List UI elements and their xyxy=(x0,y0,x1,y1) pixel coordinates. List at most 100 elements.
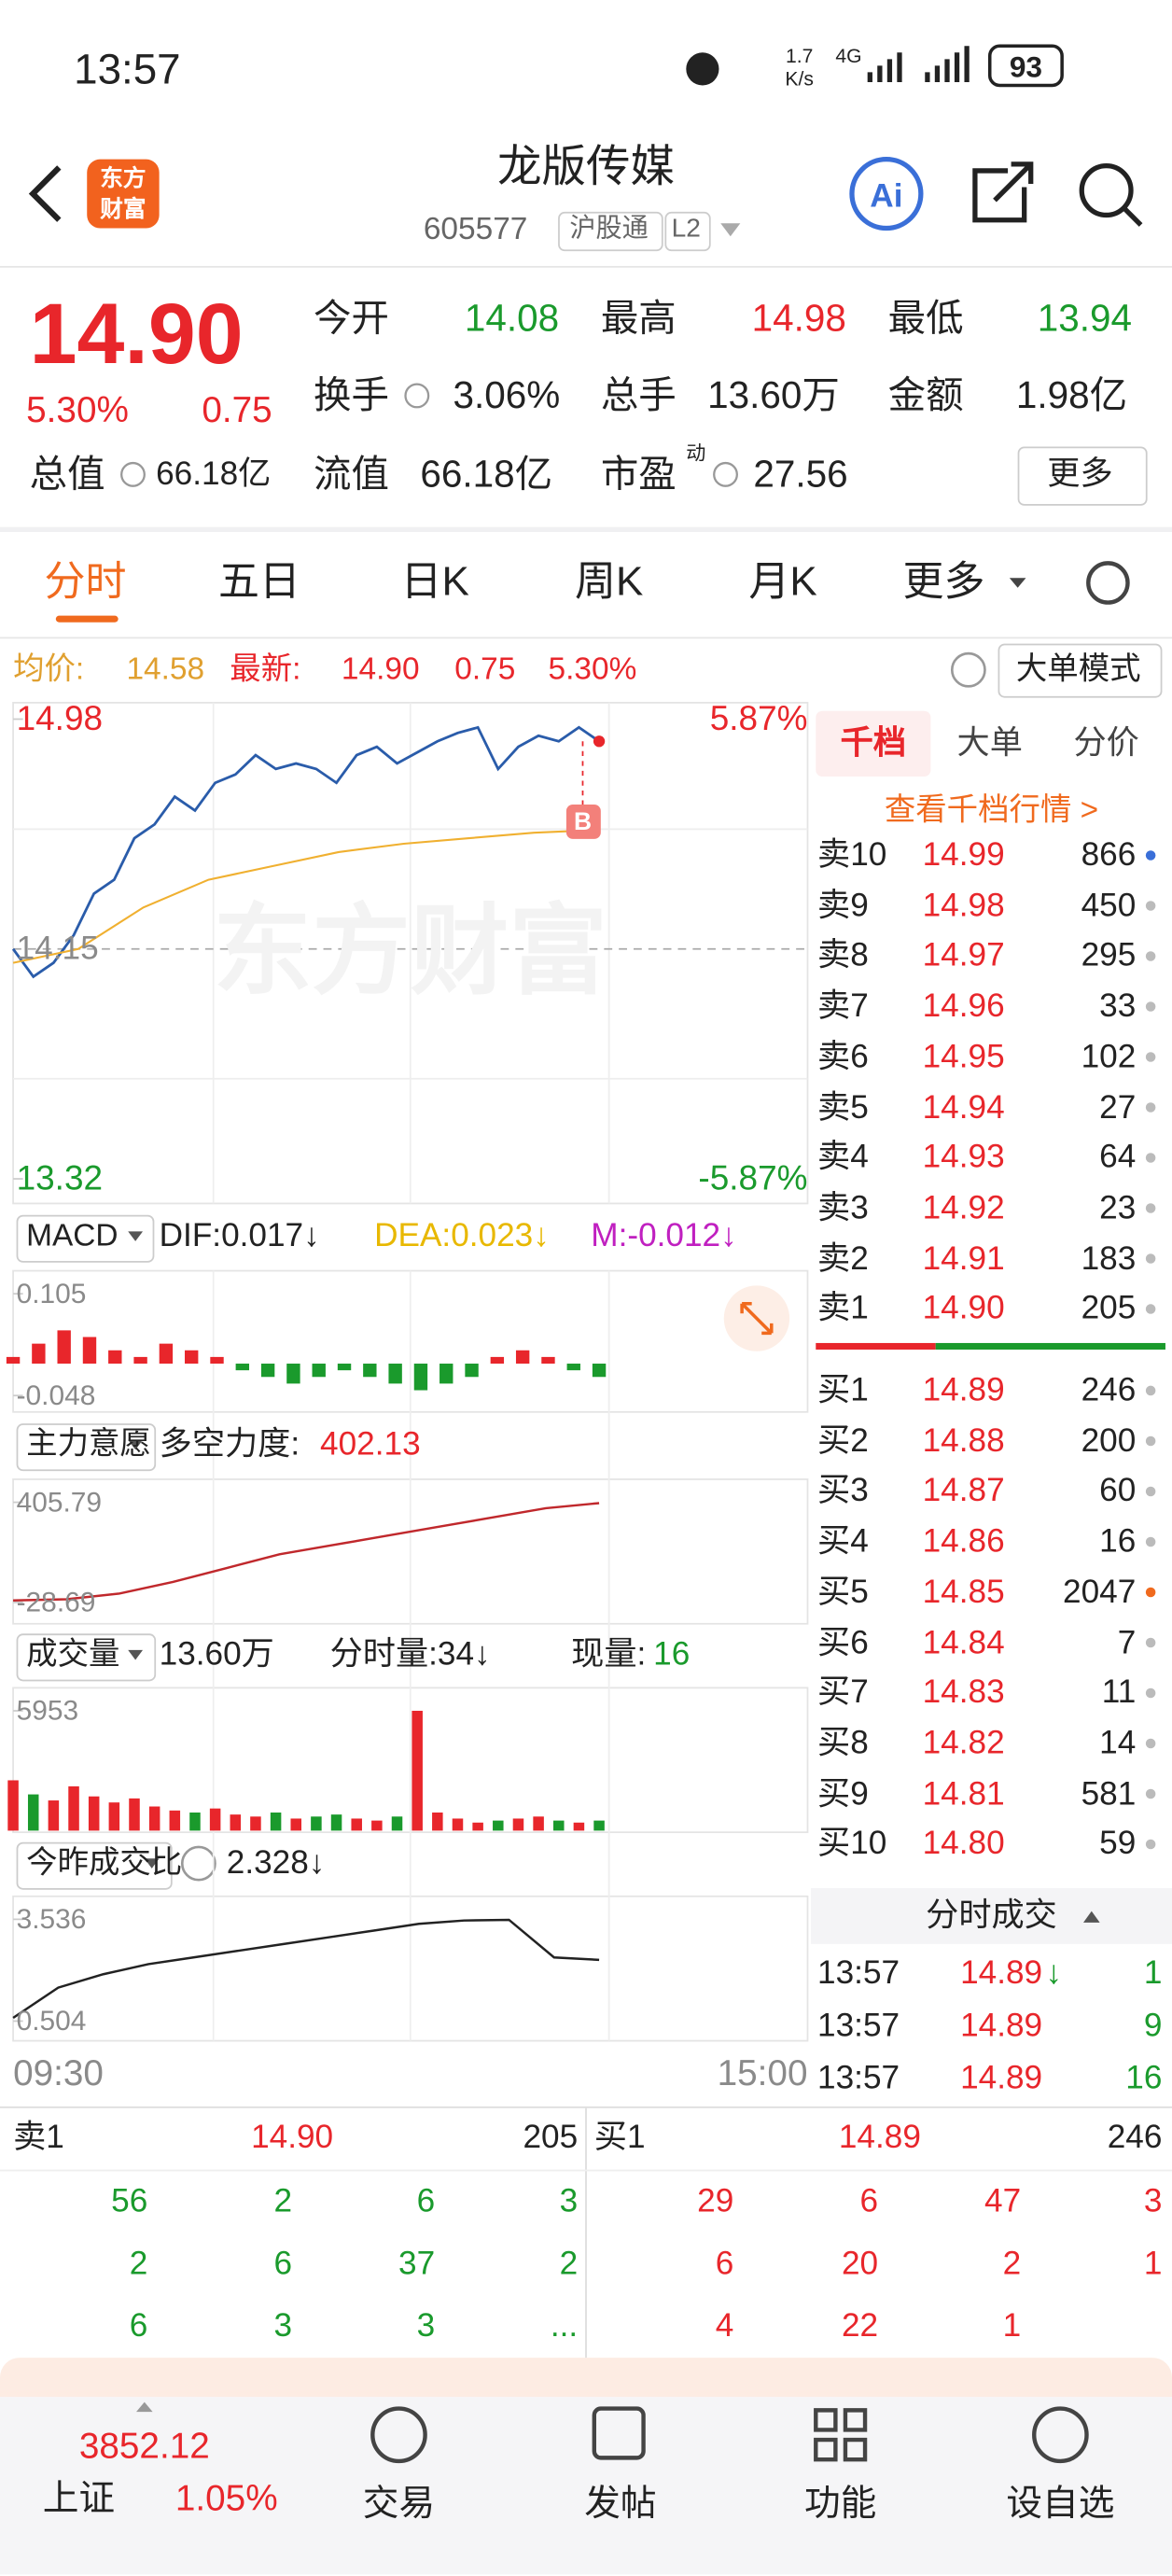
selector[interactable]: 主力意愿 xyxy=(26,1427,151,1463)
indicator: DIF:0.017↓ xyxy=(159,1218,320,1254)
book-tab[interactable]: 千档 xyxy=(840,725,907,763)
search-icon[interactable] xyxy=(1079,163,1134,218)
more-button[interactable]: 更多 xyxy=(1047,456,1113,493)
bar xyxy=(465,1364,479,1378)
tab-active-bg[interactable] xyxy=(816,710,931,777)
nav-item[interactable]: 发帖 xyxy=(584,2482,657,2524)
index-pct[interactable]: 1.05% xyxy=(174,2477,278,2519)
dropdown-icon xyxy=(128,1439,144,1450)
depth-order: 1 xyxy=(1002,2308,1022,2345)
book-tab[interactable]: 大单 xyxy=(956,725,1023,763)
index-value[interactable]: 3852.12 xyxy=(78,2425,210,2467)
mode-button[interactable] xyxy=(998,643,1163,698)
book-dot xyxy=(1145,850,1156,861)
book-dot xyxy=(1145,1102,1156,1113)
help-icon[interactable] xyxy=(180,1845,216,1882)
book-dot xyxy=(1145,1304,1156,1314)
watchlist-icon[interactable] xyxy=(1032,2406,1089,2464)
function-icon[interactable] xyxy=(814,2408,868,2462)
tab[interactable]: 五日 xyxy=(217,558,300,606)
depth-order: 4 xyxy=(715,2308,734,2345)
book-link[interactable]: 查看千档行情 > xyxy=(884,793,1099,829)
book-dot xyxy=(1145,1587,1156,1598)
app-logo[interactable] xyxy=(87,159,160,229)
bar xyxy=(169,1810,181,1831)
caret-icon xyxy=(136,2401,153,2413)
share-icon[interactable] xyxy=(972,161,1034,223)
battery: 93 xyxy=(1009,50,1043,84)
field-value: 27.56 xyxy=(753,452,848,496)
depth-price: 14.89 xyxy=(838,2120,921,2156)
bar xyxy=(312,1364,326,1378)
bar xyxy=(7,1780,19,1831)
depth-order: 20 xyxy=(841,2246,879,2283)
book-label: 买3 xyxy=(817,1473,869,1510)
tab[interactable]: 日K xyxy=(400,558,469,606)
info-icon xyxy=(404,383,430,409)
ai-icon[interactable] xyxy=(849,156,924,231)
selector[interactable]: 今昨成交比 xyxy=(26,1846,183,1882)
status-time: 13:57 xyxy=(74,44,181,94)
selector[interactable]: 成交量 xyxy=(26,1637,120,1673)
y-tick-label: 13.32 xyxy=(16,1159,104,1198)
mode-button[interactable]: 大单模式 xyxy=(1015,652,1141,688)
selector-box[interactable] xyxy=(16,1214,155,1263)
depth-order: 3 xyxy=(559,2183,579,2220)
selector-box[interactable] xyxy=(16,1841,173,1890)
index-name[interactable]: 上证 xyxy=(42,2477,116,2519)
book-label: 卖5 xyxy=(817,1089,869,1126)
last-point xyxy=(593,735,606,748)
field-value: 1.98亿 xyxy=(1015,373,1128,416)
watermark: 东方财富 xyxy=(213,896,607,1007)
book-volume: 27 xyxy=(1099,1089,1137,1126)
help-icon[interactable] xyxy=(950,651,986,688)
nav-item[interactable]: 设自选 xyxy=(1006,2482,1115,2524)
dropdown-icon[interactable] xyxy=(720,223,741,237)
bar xyxy=(541,1356,555,1365)
net-unit: K/s xyxy=(785,67,814,91)
x-label: 15:00 xyxy=(717,2051,808,2093)
post-icon[interactable] xyxy=(592,2406,646,2460)
selector[interactable]: MACD xyxy=(26,1219,119,1254)
book-volume: 59 xyxy=(1099,1826,1137,1863)
tab[interactable]: 更多 xyxy=(902,558,985,606)
book-label: 卖10 xyxy=(817,837,887,874)
book-volume: 450 xyxy=(1081,888,1137,924)
tab[interactable]: 分时 xyxy=(44,558,127,606)
settings-icon[interactable] xyxy=(1086,561,1130,605)
bar xyxy=(82,1337,97,1365)
bar xyxy=(388,1364,402,1384)
book-dot xyxy=(1145,1637,1156,1648)
book-label: 卖9 xyxy=(817,888,869,924)
sort-icon xyxy=(1083,1911,1100,1923)
bar xyxy=(553,1820,565,1831)
info-text: 最新: xyxy=(230,652,301,688)
y-tick-label: 14.15 xyxy=(16,931,99,968)
bar xyxy=(533,1816,544,1831)
more-button[interactable] xyxy=(1017,446,1148,506)
book-dot xyxy=(1145,1253,1156,1264)
pct-label: -5.87% xyxy=(698,1159,808,1198)
depth-price: 14.90 xyxy=(251,2120,334,2156)
book-price: 14.99 xyxy=(922,837,1005,874)
tab[interactable]: 周K xyxy=(574,558,644,606)
bar xyxy=(566,1364,580,1371)
back-icon[interactable] xyxy=(28,165,62,222)
bar xyxy=(88,1796,100,1831)
trade-volume: 9 xyxy=(1143,2008,1163,2045)
nav-item[interactable]: 功能 xyxy=(803,2482,877,2524)
book-volume: 200 xyxy=(1081,1422,1137,1460)
field-label: 总值 xyxy=(29,452,105,496)
trade-icon[interactable] xyxy=(370,2406,427,2464)
tab[interactable]: 月K xyxy=(748,558,817,606)
y-tick-label: 0.105 xyxy=(16,1278,87,1309)
selector-box[interactable] xyxy=(16,1633,157,1682)
selector-box[interactable] xyxy=(16,1423,157,1472)
depth-order: 6 xyxy=(859,2183,879,2220)
bar xyxy=(351,1818,362,1831)
indicator: M:-0.012↓ xyxy=(591,1218,737,1254)
nav-item[interactable]: 交易 xyxy=(362,2482,436,2524)
book-tab[interactable]: 分价 xyxy=(1073,725,1139,763)
book-dot xyxy=(1145,1486,1156,1497)
book-price: 14.97 xyxy=(922,938,1005,974)
